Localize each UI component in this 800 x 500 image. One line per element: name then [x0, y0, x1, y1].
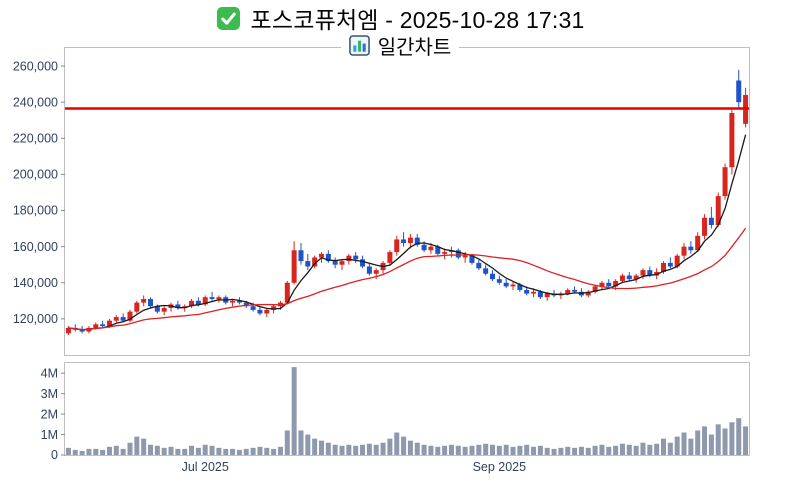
price-tick-label: 120,000	[13, 312, 58, 326]
price-tick-label: 180,000	[13, 204, 58, 218]
price-tick-label: 220,000	[13, 131, 58, 145]
volume-series	[65, 367, 749, 455]
price-tick-label: 240,000	[13, 95, 58, 109]
chart-type-label: 일간차트	[377, 36, 452, 59]
chart-header: 포스코퓨처엠 - 2025-10-28 17:31 일간차트	[0, 0, 800, 59]
x-axis-label: Jul 2025	[182, 460, 229, 474]
price-tick-label: 160,000	[13, 240, 58, 254]
price-tick-label: 260,000	[13, 59, 58, 73]
x-axis-label: Sep 2025	[473, 460, 527, 474]
x-axis-labels: Jul 2025 Sep 2025	[182, 460, 527, 474]
price-y-axis: 120,000 140,000 160,000 180,000 200,000 220,0…	[13, 59, 65, 326]
volume-tick-label: 0	[51, 448, 58, 462]
price-panel: 120,000 140,000 160,000 180,000 200,000 220,0…	[13, 47, 750, 356]
volume-tick-label: 4M	[41, 366, 58, 380]
page-title: 포스코퓨처엠 - 2025-10-28 17:31	[250, 7, 585, 33]
volume-panel: 0 1M 2M 3M 4M	[41, 362, 750, 462]
price-tick-label: 140,000	[13, 276, 58, 290]
subtitle-row: 일간차트	[0, 32, 800, 59]
ma5-line	[68, 134, 747, 331]
price-tick-label: 200,000	[13, 168, 58, 182]
green-checkbox-icon	[216, 6, 241, 31]
volume-tick-label: 1M	[41, 428, 58, 442]
volume-tick-label: 3M	[41, 387, 58, 401]
ma20-line	[68, 227, 747, 331]
volume-y-axis: 0 1M 2M 3M 4M	[41, 366, 65, 462]
title-row: 포스코퓨처엠 - 2025-10-28 17:31	[0, 4, 800, 33]
volume-tick-label: 2M	[41, 407, 58, 421]
bar-chart-icon	[348, 34, 370, 56]
